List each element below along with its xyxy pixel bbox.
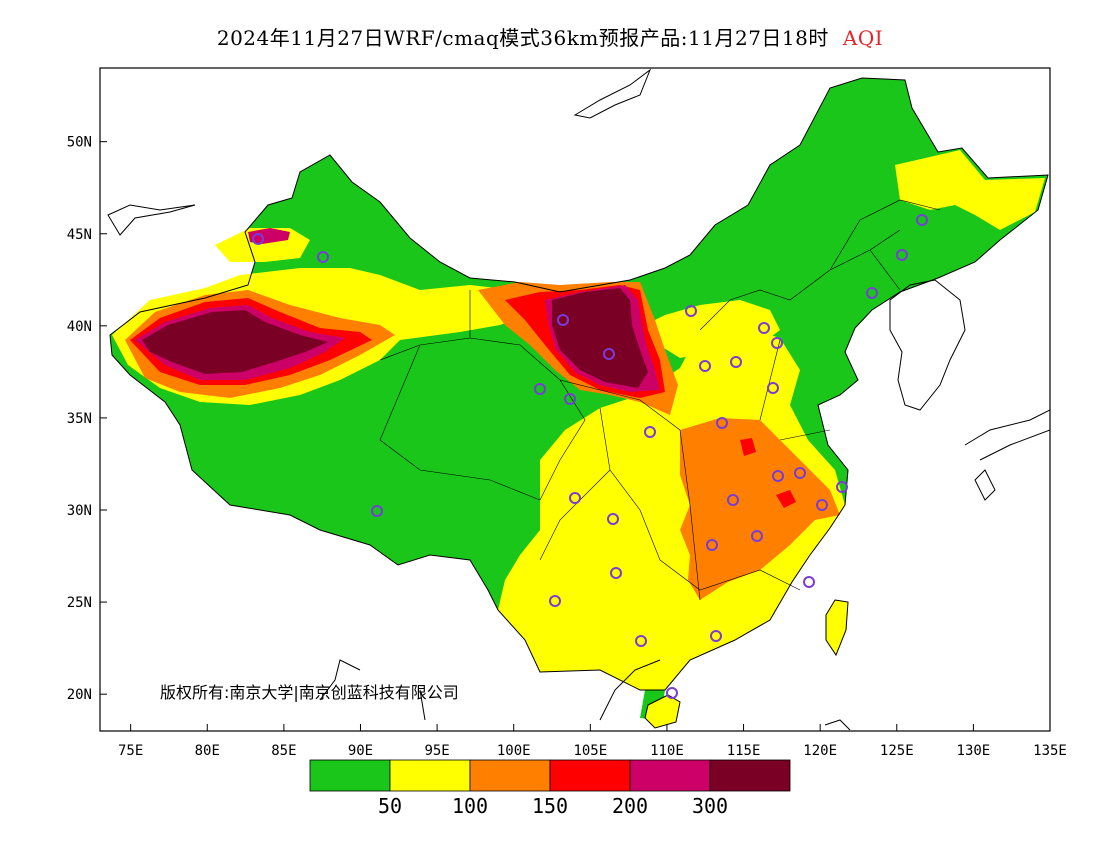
station-marker (803, 576, 815, 588)
x-tick-label: 125E (880, 743, 914, 759)
aqi-field (110, 78, 1048, 720)
station-marker (644, 426, 656, 438)
station-marker (916, 214, 928, 226)
legend-label: 200 (612, 794, 648, 818)
station-marker (794, 467, 806, 479)
x-tick-label: 130E (957, 743, 991, 759)
aqi-region-very-unhealthy-zhungeer (248, 228, 290, 244)
station-marker (816, 499, 828, 511)
station-marker (557, 314, 569, 326)
aqi-region-moderate-northeast (895, 150, 1045, 230)
station-marker (706, 539, 718, 551)
lake-baikal (573, 68, 652, 119)
station-marker (699, 360, 711, 372)
station-marker (716, 417, 728, 429)
x-tick-label: 90E (348, 743, 373, 759)
station-marker (896, 249, 908, 261)
copyright-text: 版权所有:南京大学|南京创蓝科技有限公司 (160, 683, 459, 702)
station-marker (603, 348, 615, 360)
aqi-legend: 50 100 150 200 300 (309, 759, 791, 818)
aqi-region-sensitive-central (680, 418, 840, 600)
china-outline (109, 77, 1049, 691)
station-marker (317, 251, 329, 263)
map-plot-area: 版权所有:南京大学|南京创蓝科技有限公司 (107, 68, 1050, 731)
legend-label: 50 (378, 794, 402, 818)
y-tick-label: 35N (67, 411, 92, 427)
aqi-region-good (110, 78, 1048, 720)
aqi-region-moderate-south (498, 325, 845, 690)
y-tick-label: 45N (67, 227, 92, 243)
station-marker (758, 322, 770, 334)
aqi-region-hazardous-tarim (142, 310, 328, 374)
station-marker (549, 595, 561, 607)
legend-label: 150 (532, 794, 568, 818)
legend-swatch (469, 759, 551, 792)
x-tick-label: 95E (424, 743, 449, 759)
legend-swatch (389, 759, 471, 792)
y-tick-label: 40N (67, 319, 92, 335)
indochina-coast (319, 659, 851, 731)
station-markers (252, 214, 928, 699)
x-tick-label: 75E (118, 743, 143, 759)
aqi-region-unhealthy-spot-2 (740, 438, 756, 456)
station-marker (710, 630, 722, 642)
province-borders (379, 199, 941, 601)
station-marker (610, 567, 622, 579)
x-tick-label: 80E (195, 743, 220, 759)
station-marker (767, 382, 779, 394)
legend-label: 300 (692, 794, 728, 818)
title-variable: AQI (842, 26, 884, 50)
legend-swatch (709, 759, 791, 792)
legend-swatch (629, 759, 711, 792)
station-marker (730, 356, 742, 368)
station-marker (252, 233, 264, 245)
boundaries (107, 68, 1050, 731)
korea-peninsula (889, 279, 966, 411)
aqi-region-moderate-north (635, 300, 780, 358)
station-marker (534, 383, 546, 395)
station-marker (772, 470, 784, 482)
plot-frame (99, 67, 1051, 732)
legend-label: 100 (452, 794, 488, 818)
station-marker (607, 513, 619, 525)
x-tick-label: 100E (497, 743, 531, 759)
station-marker (836, 481, 848, 493)
japan-coast (964, 409, 1050, 501)
station-marker (635, 635, 647, 647)
station-marker (371, 505, 383, 517)
aqi-region-hazardous-ordos (552, 288, 648, 388)
x-tick-label: 135E (1033, 743, 1067, 759)
y-axis: 20N 25N 30N 35N 40N 45N 50N (67, 135, 107, 703)
station-marker (569, 492, 581, 504)
legend-swatch (549, 759, 631, 792)
station-marker (685, 305, 697, 317)
station-marker (727, 494, 739, 506)
x-tick-label: 120E (803, 743, 837, 759)
title-text: 2024年11月27日WRF/cmaq模式36km预报产品:11月27日18时 (216, 26, 829, 50)
y-tick-label: 25N (67, 595, 92, 611)
aqi-region-unhealthy-spot-1 (776, 490, 796, 508)
x-axis: 75E 80E 85E 90E 95E 100E 105E 110E 115E 120E 125E 1… (118, 724, 1067, 759)
legend-swatch (309, 759, 391, 792)
station-marker (666, 687, 678, 699)
x-tick-label: 110E (650, 743, 684, 759)
station-marker (564, 393, 576, 405)
x-tick-label: 115E (727, 743, 761, 759)
caspian-fragment (107, 204, 196, 236)
station-marker (771, 337, 783, 349)
station-marker (751, 530, 763, 542)
y-tick-label: 20N (67, 687, 92, 703)
y-tick-label: 30N (67, 503, 92, 519)
taiwan-island (825, 599, 849, 657)
y-tick-label: 50N (67, 135, 92, 151)
station-marker (866, 287, 878, 299)
x-tick-label: 85E (271, 743, 296, 759)
chart-title: 2024年11月27日WRF/cmaq模式36km预报产品:11月27日18时 A… (0, 22, 1100, 51)
x-tick-label: 105E (573, 743, 607, 759)
